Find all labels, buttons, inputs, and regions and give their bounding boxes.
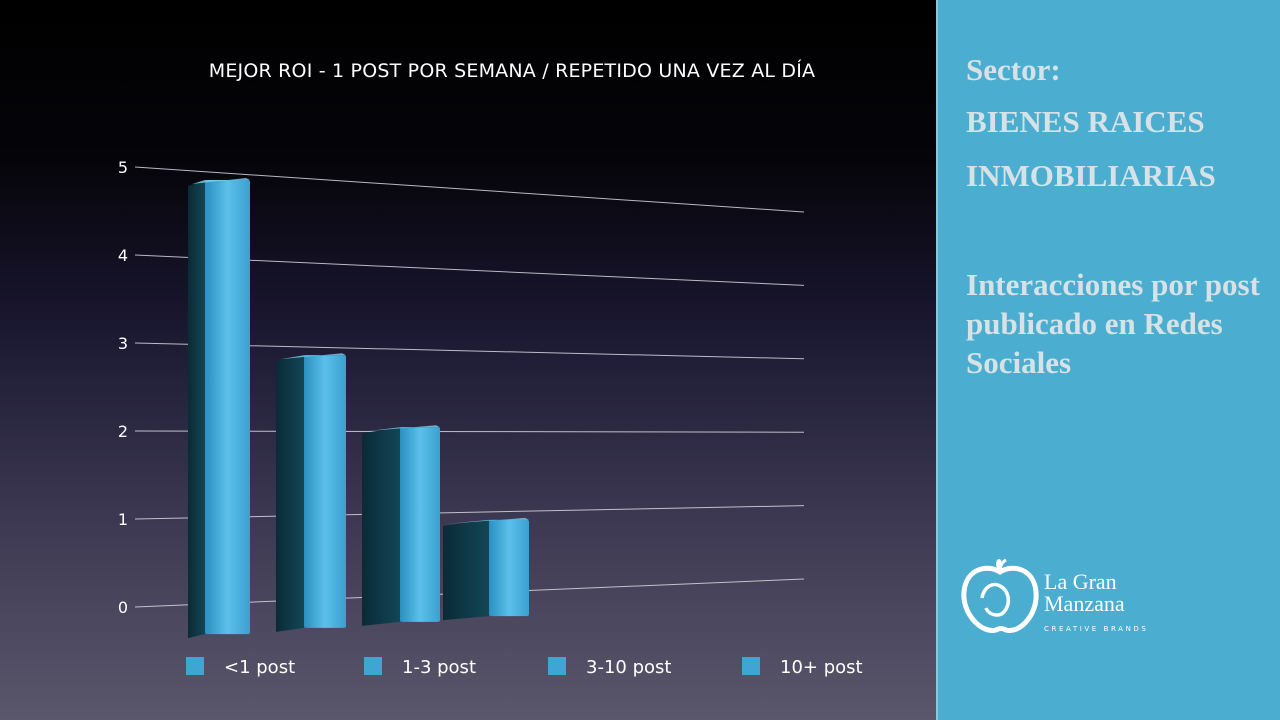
legend-swatch bbox=[742, 657, 760, 675]
bar-chart: 0 1 2 3 4 5 <1 post 1-3 post 3-10 post 10+ post bbox=[118, 158, 863, 678]
logo-tagline: CREATIVE BRANDS bbox=[1044, 625, 1149, 633]
bar-front bbox=[205, 180, 250, 635]
chart-area: MEJOR ROI - 1 POST POR SEMANA / REPETIDO… bbox=[0, 0, 936, 720]
y-tick-label: 2 bbox=[118, 422, 128, 441]
bar-front bbox=[400, 427, 440, 622]
legend-label: 1-3 post bbox=[402, 657, 476, 678]
y-tick-label: 0 bbox=[118, 598, 128, 617]
chart-title: MEJOR ROI - 1 POST POR SEMANA / REPETIDO… bbox=[208, 60, 816, 82]
y-tick-label: 4 bbox=[118, 246, 128, 265]
logo-name: La Gran Manzana bbox=[1044, 571, 1184, 615]
y-tick-label: 5 bbox=[118, 158, 128, 177]
logo-name-line1: La Gran bbox=[1044, 569, 1117, 594]
bar-top bbox=[447, 517, 529, 524]
bar bbox=[443, 517, 529, 621]
sector-name-line1: BIENES RAICES bbox=[966, 104, 1205, 139]
bar bbox=[188, 178, 250, 639]
logo-name-line2: Manzana bbox=[1044, 591, 1125, 616]
y-tick-label: 3 bbox=[118, 334, 128, 353]
legend-swatch bbox=[364, 657, 382, 675]
legend-label: 3-10 post bbox=[586, 657, 671, 678]
legend-label: 10+ post bbox=[780, 657, 863, 678]
side-panel: Sector: BIENES RAICES INMOBILIARIAS Inte… bbox=[936, 0, 1280, 720]
gridline bbox=[134, 166, 805, 213]
bar-side bbox=[362, 427, 400, 626]
bar-side bbox=[188, 180, 205, 639]
bar-top bbox=[280, 353, 346, 360]
legend-label: <1 post bbox=[224, 657, 295, 678]
legend-swatch bbox=[548, 657, 566, 675]
bar-side bbox=[276, 355, 304, 632]
y-tick-label: 1 bbox=[118, 510, 128, 529]
chart-description: Interacciones por post publicado en Rede… bbox=[966, 267, 1260, 380]
sector-name-line2: INMOBILIARIAS bbox=[966, 158, 1216, 193]
bar-top bbox=[366, 425, 440, 432]
bar bbox=[276, 353, 346, 632]
bar-side bbox=[443, 519, 489, 621]
apple-icon bbox=[961, 558, 1039, 633]
bar bbox=[362, 425, 440, 626]
sector-label: Sector: bbox=[966, 52, 1061, 87]
legend-swatch bbox=[186, 657, 204, 675]
legend: <1 post 1-3 post 3-10 post 10+ post bbox=[186, 657, 863, 678]
bars-layer bbox=[188, 178, 529, 639]
bar-front bbox=[304, 355, 346, 628]
bar-front bbox=[489, 519, 529, 617]
bar-top bbox=[192, 178, 250, 185]
y-axis-ticks: 0 1 2 3 4 5 bbox=[118, 158, 128, 617]
